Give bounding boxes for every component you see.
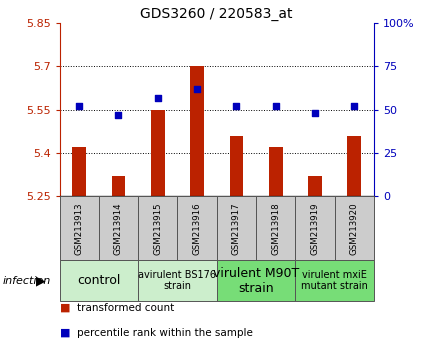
Text: GSM213916: GSM213916: [193, 202, 201, 255]
Bar: [295, 196, 335, 260]
Bar: [295, 260, 374, 301]
Bar: [72, 147, 86, 196]
Text: control: control: [77, 274, 121, 287]
Bar: [99, 196, 138, 260]
Text: virulent M90T
strain: virulent M90T strain: [213, 267, 299, 295]
Text: ■: ■: [60, 328, 70, 338]
Bar: [230, 136, 243, 196]
Text: infection: infection: [2, 275, 51, 286]
Text: GSM213917: GSM213917: [232, 202, 241, 255]
Point: [194, 86, 201, 92]
Point: [351, 103, 358, 109]
Text: avirulent BS176
strain: avirulent BS176 strain: [139, 270, 216, 291]
Text: GSM213914: GSM213914: [114, 202, 123, 255]
Text: GSM213920: GSM213920: [350, 202, 359, 255]
Text: virulent mxiE
mutant strain: virulent mxiE mutant strain: [301, 270, 368, 291]
Text: ▶: ▶: [36, 274, 46, 287]
Bar: [178, 196, 217, 260]
Bar: [256, 196, 295, 260]
Text: percentile rank within the sample: percentile rank within the sample: [76, 328, 252, 338]
Bar: [308, 176, 322, 196]
Bar: [269, 147, 283, 196]
Text: GSM213913: GSM213913: [75, 202, 84, 255]
Point: [312, 110, 318, 116]
Bar: [60, 196, 99, 260]
Bar: [348, 136, 361, 196]
Text: ■: ■: [60, 303, 70, 313]
Bar: [138, 260, 217, 301]
Point: [272, 103, 279, 109]
Bar: [190, 66, 204, 196]
Title: GDS3260 / 220583_at: GDS3260 / 220583_at: [141, 7, 293, 21]
Bar: [112, 176, 125, 196]
Bar: [151, 110, 164, 196]
Bar: [138, 196, 178, 260]
Text: GSM213915: GSM213915: [153, 202, 162, 255]
Point: [233, 103, 240, 109]
Point: [154, 95, 161, 101]
Text: GSM213919: GSM213919: [311, 202, 320, 255]
Text: transformed count: transformed count: [76, 303, 174, 313]
Bar: [217, 196, 256, 260]
Bar: [217, 260, 295, 301]
Text: GSM213918: GSM213918: [271, 202, 280, 255]
Bar: [60, 260, 138, 301]
Point: [115, 112, 122, 118]
Point: [76, 103, 82, 109]
Bar: [335, 196, 374, 260]
